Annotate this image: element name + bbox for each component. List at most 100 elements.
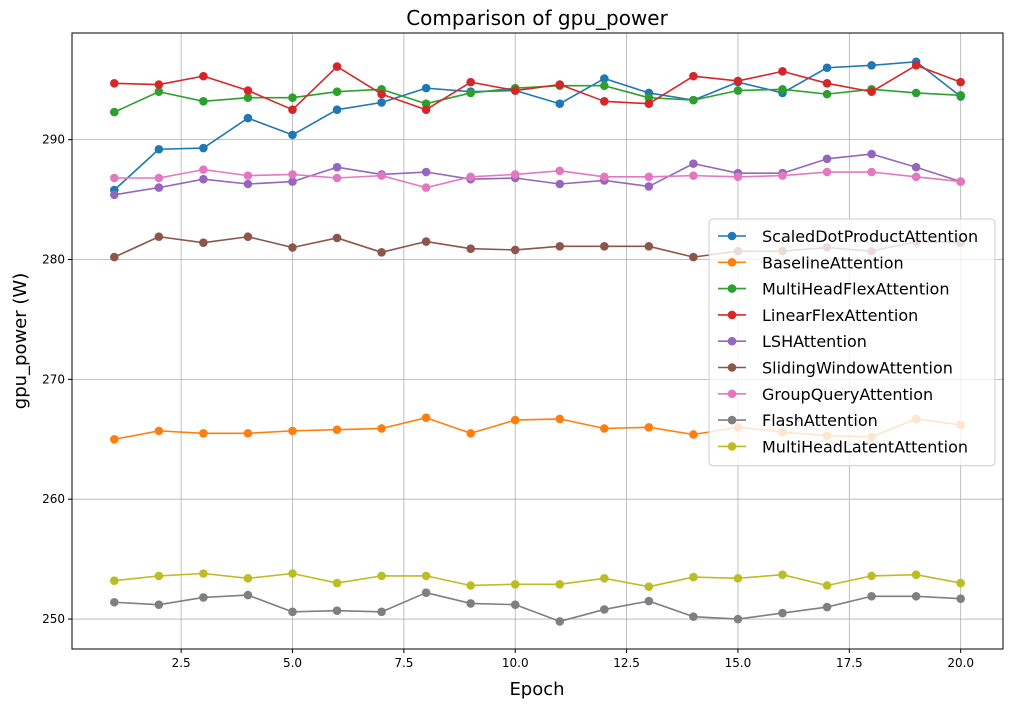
data-point — [421, 571, 431, 581]
data-point — [466, 581, 475, 590]
data-point — [199, 143, 208, 153]
data-point — [555, 242, 565, 251]
data-point — [555, 579, 565, 589]
data-point — [110, 597, 119, 607]
legend-marker — [727, 231, 737, 241]
data-point — [110, 79, 119, 88]
data-point — [243, 179, 253, 189]
data-point — [421, 167, 431, 177]
legend-item: LinearFlexAttention — [718, 306, 918, 325]
legend-marker — [727, 310, 737, 320]
data-point — [288, 243, 297, 252]
legend-label: SlidingWindowAttention — [762, 359, 953, 378]
data-point — [555, 166, 565, 176]
legend-marker — [727, 336, 737, 346]
data-point — [600, 81, 609, 91]
data-point — [867, 149, 876, 159]
data-point — [822, 167, 832, 177]
data-point — [199, 569, 208, 578]
data-point — [956, 578, 965, 588]
data-point — [288, 426, 297, 436]
data-point — [332, 162, 342, 172]
data-point — [689, 95, 698, 105]
x-tick-label: 12.5 — [613, 656, 640, 670]
data-point — [510, 579, 520, 589]
data-point — [555, 80, 565, 89]
chart-title: Comparison of gpu_power — [406, 6, 668, 30]
data-point — [510, 170, 520, 179]
data-point — [778, 570, 787, 579]
data-point — [288, 170, 297, 179]
legend-label: FlashAttention — [762, 411, 878, 430]
data-point — [110, 576, 119, 585]
data-point — [689, 612, 698, 621]
data-point — [154, 87, 164, 97]
data-point — [332, 62, 342, 71]
y-tick-label: 250 — [42, 612, 65, 626]
data-point — [510, 415, 520, 425]
data-point — [600, 424, 609, 433]
x-tick-label: 17.5 — [836, 656, 863, 670]
data-point — [733, 573, 743, 583]
data-point — [110, 190, 119, 200]
legend-item: MultiHeadFlexAttention — [718, 280, 949, 299]
legend-label: LinearFlexAttention — [762, 306, 918, 325]
legend-label: BaselineAttention — [762, 253, 904, 272]
data-point — [956, 91, 965, 100]
legend-box — [708, 218, 996, 467]
data-point — [199, 165, 208, 174]
data-point — [332, 87, 342, 97]
x-tick-label: 10.0 — [502, 656, 529, 670]
data-point — [911, 591, 921, 601]
data-point — [911, 61, 921, 70]
x-axis-label: Epoch — [509, 679, 564, 700]
series-line — [114, 572, 961, 588]
data-point — [689, 430, 698, 439]
data-point — [867, 571, 876, 581]
data-point — [154, 144, 164, 154]
legend-label: LSHAttention — [762, 332, 867, 351]
data-point — [822, 602, 832, 612]
data-point — [510, 600, 520, 609]
data-point — [154, 426, 164, 436]
data-point — [332, 578, 342, 588]
y-tick-label: 280 — [42, 253, 65, 267]
data-point — [689, 572, 698, 582]
data-point — [243, 171, 253, 180]
data-point — [243, 590, 253, 600]
data-point — [600, 74, 609, 83]
series-line — [113, 60, 962, 191]
legend-item: FlashAttention — [718, 411, 878, 430]
data-point — [555, 179, 565, 189]
data-point — [600, 242, 609, 251]
data-point — [199, 238, 208, 248]
series-line — [114, 64, 961, 111]
data-point — [377, 171, 386, 180]
data-point — [956, 77, 965, 87]
data-point — [243, 86, 253, 95]
data-point — [421, 83, 431, 93]
data-point — [199, 174, 208, 184]
data-point — [243, 232, 253, 242]
series-line — [114, 168, 961, 189]
data-point — [600, 97, 609, 106]
legend-label: MultiHeadFlexAttention — [762, 280, 949, 299]
data-point — [199, 97, 208, 106]
data-point — [421, 99, 431, 109]
data-point — [199, 428, 208, 438]
x-tick-label: 15.0 — [725, 656, 752, 670]
y-axis: 250 260 270 280 290 — [42, 133, 72, 626]
y-tick-label: 290 — [42, 133, 65, 147]
legend-item: SlidingWindowAttention — [718, 359, 953, 378]
legend-label: MultiHeadLatentAttention — [762, 437, 968, 456]
x-tick-label: 5.0 — [283, 656, 302, 670]
data-point — [644, 422, 654, 432]
data-point — [822, 581, 832, 590]
legend-marker — [727, 442, 737, 451]
series-linear-flex-attention — [110, 61, 965, 115]
data-point — [466, 172, 475, 182]
plot-frame — [71, 32, 1004, 650]
legend-marker — [727, 363, 737, 372]
data-point — [110, 434, 119, 444]
legend-marker — [727, 415, 737, 425]
